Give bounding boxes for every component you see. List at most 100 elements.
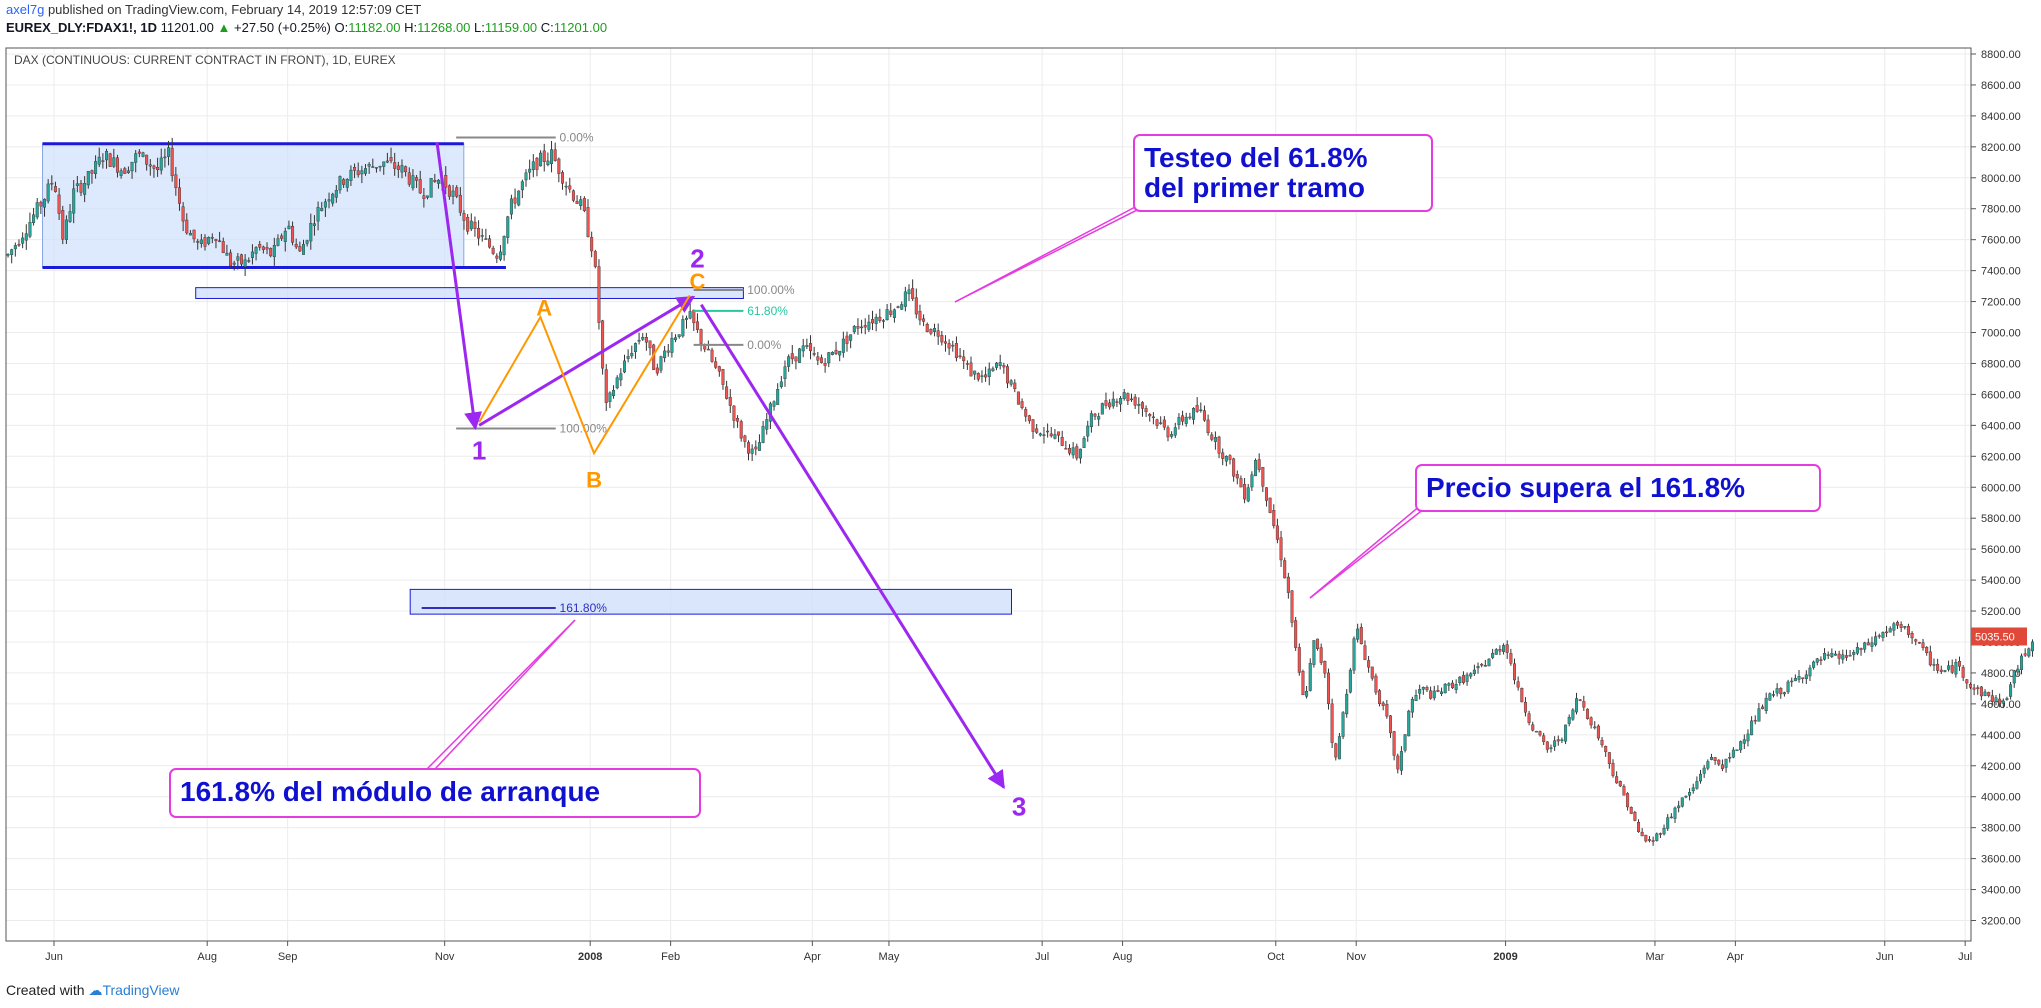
candle-body <box>1418 689 1422 694</box>
candle-body <box>225 252 229 256</box>
candle-body <box>342 179 346 185</box>
candle-body <box>1979 686 1983 697</box>
candle-body <box>1651 840 1655 842</box>
candle-body <box>1746 733 1750 742</box>
candle-body <box>819 357 823 363</box>
candle-body <box>1600 739 1604 746</box>
candle-body <box>1936 663 1940 671</box>
x-tick-label: May <box>879 951 900 963</box>
candle-body <box>1812 661 1816 668</box>
tradingview-link[interactable]: TradingView <box>102 982 180 998</box>
candle-body <box>1410 698 1414 713</box>
candle-body <box>586 207 590 237</box>
candle-body <box>976 373 980 380</box>
candle-body <box>174 174 178 188</box>
candle-body <box>517 190 521 206</box>
candle-body <box>407 172 411 185</box>
candle-body <box>1567 716 1571 724</box>
candle-body <box>1859 647 1863 651</box>
candle-body <box>1637 822 1641 832</box>
candle-body <box>914 297 918 315</box>
candle-body <box>805 345 809 347</box>
candle-body <box>1874 636 1878 645</box>
candle-body <box>1239 478 1243 488</box>
candle-body <box>462 213 466 221</box>
candle-body <box>1655 833 1659 841</box>
candle-body <box>849 334 853 341</box>
grid <box>6 48 1971 941</box>
candle-body <box>94 161 98 174</box>
candle-body <box>309 223 313 242</box>
candle-body <box>1334 743 1338 758</box>
candle-body <box>455 187 459 197</box>
candle-body <box>1575 698 1579 713</box>
candle-body <box>1688 792 1692 796</box>
candle-body <box>528 168 532 173</box>
candle-body <box>684 317 688 320</box>
candle-body <box>1990 695 1994 702</box>
candle-body <box>1968 683 1972 688</box>
candle-body <box>834 349 838 354</box>
candle-body <box>535 157 539 170</box>
candle-body <box>659 356 663 371</box>
high-label: H: <box>404 20 418 35</box>
target-zone <box>409 588 1012 615</box>
candle-body <box>1757 708 1761 722</box>
candle-body <box>1994 697 1998 702</box>
candle-body <box>1925 647 1929 654</box>
y-tick-label: 5600.00 <box>1981 544 2021 556</box>
wave-2-arrow <box>478 295 696 427</box>
candle-body <box>105 151 109 161</box>
candle-body <box>83 183 87 195</box>
candle-body <box>1352 638 1356 671</box>
candle-body <box>1005 366 1009 384</box>
candle-body <box>841 338 845 353</box>
candle-body <box>218 240 222 242</box>
candle-body <box>177 187 181 204</box>
candle-body <box>1549 747 1553 749</box>
candle-body <box>291 226 295 243</box>
candle-body <box>798 348 802 363</box>
candle-body <box>1662 827 1666 835</box>
candle-body <box>1793 678 1797 682</box>
candle-body <box>1782 692 1786 695</box>
candle-body <box>1009 380 1013 385</box>
candle-body <box>356 170 360 176</box>
candle-body <box>1965 679 1969 684</box>
candle-body <box>247 260 251 262</box>
candle-body <box>1914 639 1918 642</box>
low-label: L: <box>474 20 485 35</box>
candle-body <box>232 262 236 265</box>
candle-body <box>1961 667 1965 678</box>
candle-body <box>1699 773 1703 782</box>
candle-body <box>1275 525 1279 540</box>
candle-body <box>1950 665 1954 673</box>
candle-body <box>28 221 32 237</box>
x-tick-label: Aug <box>197 951 217 963</box>
candle-body <box>1750 720 1754 736</box>
candle-body <box>739 421 743 439</box>
candle-body <box>2027 648 2031 657</box>
abc-label-b: B <box>586 467 602 492</box>
candle-body <box>633 343 637 353</box>
candle-body <box>1823 653 1827 660</box>
candle-body <box>280 235 284 239</box>
candle-body <box>126 170 130 173</box>
candle-body <box>1866 642 1870 646</box>
y-tick-label: 7000.00 <box>1981 328 2021 340</box>
x-tick-label: Oct <box>1267 951 1284 963</box>
candle-body <box>1633 812 1637 821</box>
candle-body <box>170 147 174 177</box>
wave-1-arrow <box>435 141 483 431</box>
y-tick-label: 3800.00 <box>1981 823 2021 835</box>
candle-body <box>1440 691 1444 694</box>
candle-body <box>1852 652 1856 655</box>
candle-body <box>1545 741 1549 750</box>
candle-body <box>1020 401 1024 409</box>
candle-body <box>911 288 915 299</box>
fib-levels: 0.00%100.00%161.80%100.00%61.80%0.00% <box>421 131 795 615</box>
author-link[interactable]: axel7g <box>6 2 45 17</box>
candle-body <box>1341 712 1345 737</box>
candle-body <box>1709 757 1713 760</box>
